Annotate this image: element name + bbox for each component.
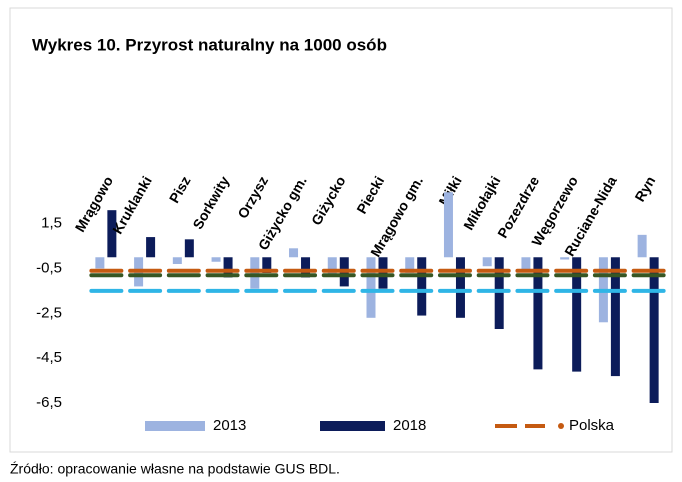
y-tick-label: 1,5 [41,215,62,232]
legend-label: 2013 [213,417,246,434]
bar [482,257,492,267]
bar [560,257,570,260]
bar [533,257,543,370]
y-tick-label: -2,5 [36,304,62,321]
legend-swatch [145,421,205,431]
bar [417,257,427,316]
bar [211,257,221,262]
bar [107,210,117,258]
bar [455,257,465,318]
y-tick-label: -6,5 [36,394,62,411]
bar [250,257,260,289]
legend-swatch [320,421,385,431]
bar [610,257,620,377]
bar [289,248,299,258]
bar [443,192,453,258]
y-tick-label: -0,5 [36,259,62,276]
bar [494,257,504,330]
bar [262,257,272,273]
bar [223,257,233,278]
chart-frame [9,7,673,453]
bar [95,257,105,269]
source-note: Źródło: opracowanie własne na podstawie … [10,461,340,477]
legend-label: Polska [569,417,615,434]
bar [184,239,194,258]
bar [572,257,582,372]
bar [366,257,376,318]
y-tick-label: -4,5 [36,349,62,366]
bar [637,234,647,258]
chart-title: Wykres 10. Przyrost naturalny na 1000 os… [32,35,387,54]
bar [521,257,531,271]
bar [301,257,311,278]
legend-label: 2018 [393,417,426,434]
bar [172,257,182,264]
bar [378,257,388,289]
bar [405,257,415,273]
bar [649,257,659,403]
legend-swatch [558,423,564,429]
bar [327,257,337,276]
bar [146,237,156,258]
